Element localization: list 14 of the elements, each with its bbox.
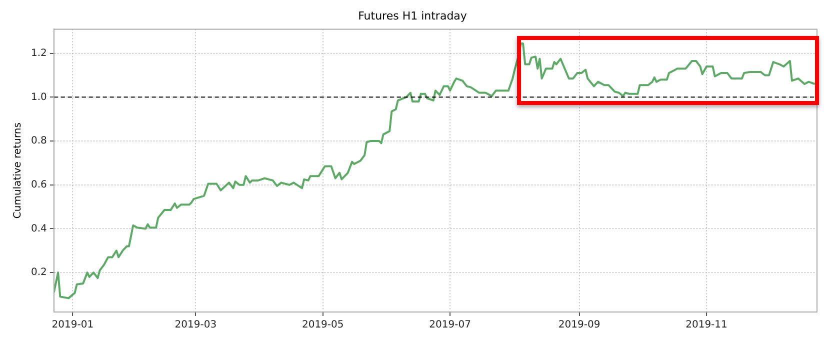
- y-tick-label: 0.6: [30, 179, 47, 190]
- y-tick-label: 1.0: [30, 92, 47, 103]
- y-tick-label: 0.4: [30, 223, 47, 234]
- x-tick-label: 2019-07: [429, 320, 471, 331]
- x-tick-label: 2019-03: [174, 320, 217, 331]
- y-axis-title: Cumulative returns: [12, 122, 24, 219]
- chart-title: Futures H1 intraday: [358, 9, 468, 22]
- x-tick-label: 2019-01: [52, 320, 94, 331]
- y-tick-label: 1.2: [30, 48, 47, 59]
- x-tick-label: 2019-11: [686, 320, 728, 331]
- y-tick-label: 0.8: [30, 136, 47, 147]
- y-tick-label: 0.2: [30, 267, 47, 278]
- x-tick-label: 2019-09: [558, 320, 600, 331]
- x-tick-label: 2019-05: [302, 320, 344, 331]
